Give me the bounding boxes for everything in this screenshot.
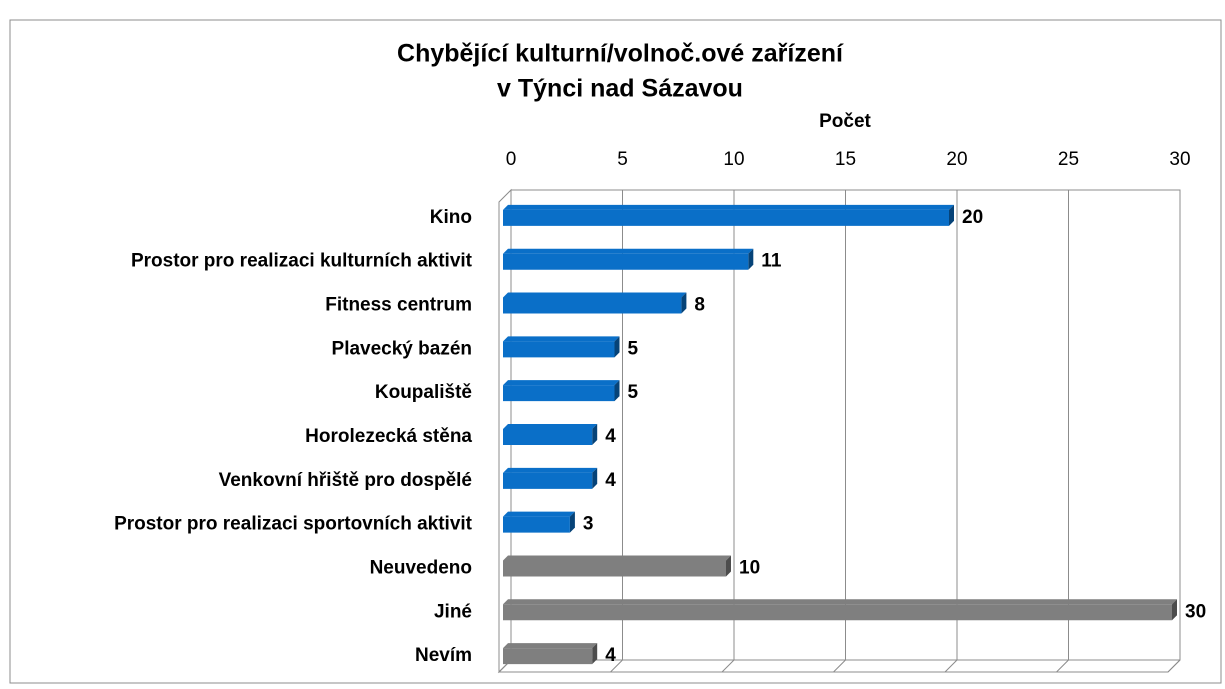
- bar: [503, 248, 754, 270]
- grid-line: [833, 190, 846, 673]
- bar-side: [614, 336, 620, 358]
- bar-side: [592, 424, 598, 445]
- bar-front: [503, 560, 726, 577]
- axis-title: Počet: [819, 111, 871, 132]
- bar-top: [503, 336, 620, 342]
- bar-front: [503, 297, 682, 314]
- bar-front: [503, 604, 1172, 621]
- bar-top: [503, 555, 731, 561]
- x-tick-label: 15: [835, 149, 856, 170]
- x-tick-label: 5: [617, 149, 628, 170]
- bar-front: [503, 385, 615, 402]
- bar: [503, 555, 731, 577]
- y-tick-label: Horolezecká stěna: [305, 426, 472, 447]
- bar: [503, 424, 598, 445]
- bar-top: [503, 204, 954, 210]
- bar-side: [949, 204, 954, 226]
- grid-line: [1056, 190, 1069, 673]
- bar-top: [503, 643, 598, 649]
- grid-line: [1167, 190, 1181, 673]
- x-tick-label: 20: [946, 149, 967, 170]
- bar-side: [614, 380, 620, 402]
- data-label: 11: [761, 251, 782, 272]
- bar-top: [503, 511, 575, 517]
- data-label: 20: [962, 207, 983, 228]
- y-tick-label: Nevím: [415, 645, 472, 666]
- x-tick-label: 30: [1169, 149, 1190, 170]
- chart-title: Chybějící kulturní/volnoč.ové zařízení: [397, 40, 844, 68]
- bar-front: [503, 472, 593, 489]
- bar-top: [503, 380, 620, 386]
- bar: [503, 292, 687, 314]
- bar-top: [503, 599, 1177, 605]
- bar-front: [503, 516, 570, 533]
- bar-front: [503, 429, 593, 445]
- bar-side: [592, 467, 598, 489]
- bar-side: [748, 248, 754, 270]
- bar-side: [592, 643, 598, 665]
- grid-line: [610, 190, 623, 673]
- bar-front: [503, 253, 749, 270]
- bar-top: [503, 248, 754, 254]
- y-tick-label: Prostor pro realizaci sportovních aktivi…: [114, 514, 473, 535]
- bar-side: [726, 555, 731, 577]
- y-tick-label: Prostor pro realizaci kulturních aktivit: [131, 251, 473, 272]
- data-label: 8: [694, 295, 705, 316]
- bar-side: [569, 511, 575, 533]
- bar-top: [503, 467, 598, 473]
- y-tick-label: Kino: [430, 207, 472, 228]
- bar-side: [681, 292, 687, 314]
- bar: [503, 467, 598, 489]
- bar-front: [503, 341, 615, 358]
- y-tick-label: Jiné: [434, 601, 472, 622]
- grid-line: [944, 190, 958, 673]
- bar-top: [503, 292, 687, 298]
- data-label: 5: [628, 382, 639, 403]
- bar-top: [503, 424, 598, 429]
- y-tick-label: Fitness centrum: [325, 295, 472, 316]
- bar-front: [503, 209, 949, 226]
- bar-front: [503, 648, 593, 665]
- data-label: 3: [583, 514, 594, 535]
- chart-title: v Týnci nad Sázavou: [497, 75, 743, 103]
- bar: [503, 511, 575, 533]
- bar: [503, 204, 954, 226]
- x-tick-label: 10: [723, 149, 744, 170]
- bar: [503, 380, 620, 402]
- data-label: 5: [628, 338, 639, 359]
- y-tick-label: Koupaliště: [375, 382, 472, 403]
- y-tick-label: Venkovní hřiště pro dospělé: [219, 470, 472, 491]
- bar: [503, 336, 620, 358]
- data-label: 4: [605, 470, 616, 491]
- data-label: 10: [739, 557, 760, 578]
- grid-line: [721, 190, 735, 673]
- x-tick-label: 0: [506, 149, 517, 170]
- data-label: 4: [605, 426, 616, 447]
- bar-side: [1172, 599, 1177, 621]
- y-tick-label: Plavecký bazén: [332, 338, 472, 359]
- data-label: 4: [605, 645, 616, 666]
- data-label: 30: [1185, 601, 1206, 622]
- bar: [503, 599, 1177, 621]
- bar: [503, 643, 598, 665]
- x-tick-label: 25: [1058, 149, 1079, 170]
- y-tick-label: Neuvedeno: [370, 557, 472, 578]
